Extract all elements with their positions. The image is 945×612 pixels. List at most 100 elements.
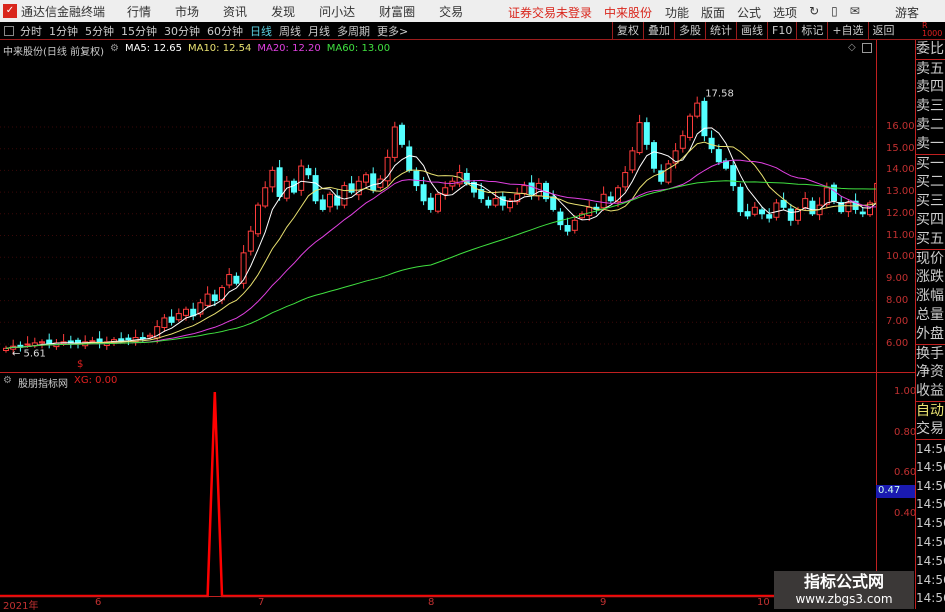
candle-body [701,100,708,137]
menu-banmian[interactable]: 版面 [701,6,726,20]
period-tab[interactable]: 周线 [279,24,301,38]
period-tab[interactable]: 分时 [20,24,42,38]
candle-body [708,137,715,150]
candle-body [874,182,876,203]
user-label[interactable]: 游客 [895,6,920,20]
candle-body [838,202,845,213]
indicator-tick-label: 0.60 [894,467,917,478]
date-tick-label: 7 [258,597,265,608]
indicator-tick-label: 0.40 [894,507,917,519]
price-tick-label: 11.00 [886,229,915,241]
quote-label: 总量 [916,307,944,323]
period-tab[interactable]: 月线 [308,24,330,38]
indicator-settings-icon[interactable]: ⚙ [3,375,12,386]
candle-body [564,225,571,232]
panel-separator[interactable] [0,372,915,373]
candle-body [240,252,247,284]
dollar-marker-icon: $ [77,359,84,370]
period-tab[interactable]: 更多> [377,24,409,38]
candle-body [183,308,189,316]
candle-body [175,313,182,321]
toolbar-button[interactable]: 返回 [867,22,899,40]
candle-body [787,208,794,221]
toolbar-button[interactable]: 复权 [612,22,643,40]
period-tab[interactable]: 15分钟 [121,24,157,38]
app-title: 通达信金融终端 [21,4,106,19]
diamond-icon[interactable]: ◇ [848,42,856,53]
price-tick-label: 13.00 [886,186,915,198]
refresh-icon[interactable]: ↻ [809,4,820,18]
date-tick-label: 9 [600,597,607,608]
ma10-line [5,141,876,349]
candle-body [355,180,362,196]
menu-zixun[interactable]: 资讯 [223,4,248,19]
toolbar-button[interactable]: F10 [767,22,796,40]
menu-xuanxiang[interactable]: 选项 [773,6,798,20]
period-tab[interactable]: 60分钟 [207,24,243,38]
candle-body [557,211,564,226]
quote-label: 14:56 [916,459,945,474]
candle-body [867,202,873,216]
toolbar-button[interactable]: 统计 [705,22,736,40]
candle-body [204,293,211,306]
mail-icon[interactable]: ✉ [849,4,860,18]
candle-body [24,343,31,346]
layout-icon[interactable] [862,43,872,53]
price-tick-label: 16.00 [886,121,915,132]
menu-wenxiaoda[interactable]: 问小达 [319,4,356,19]
period-tab[interactable]: 日线 [250,24,272,38]
candle-body [651,142,657,169]
settings-icon[interactable]: ⚙ [109,43,119,54]
panel-toggle-icon[interactable] [4,25,14,36]
toolbar-button[interactable]: 画线 [736,22,767,40]
chart-title: 中来股份(日线 前复权) [3,47,104,58]
candle-body [262,187,269,207]
axis-divider [876,40,877,609]
candle-body [730,165,737,187]
menu-shichang[interactable]: 市场 [175,4,200,19]
candle-body [622,172,629,188]
quote-label: 卖五 [916,59,945,77]
candle-body [348,183,355,193]
candle-body [845,202,852,213]
indicator-info-line: ⚙ 股朋指标网 XG: 0.00 [3,375,117,390]
toolbar-button[interactable]: 叠加 [643,22,674,40]
candle-body [89,340,96,343]
candle-body [3,347,9,352]
trade-login-notice[interactable]: 证券交易未登录 [508,6,593,20]
phone-icon[interactable]: ▯ [831,4,838,18]
price-tick-label: 8.00 [886,294,909,306]
candlestick-chart[interactable]: 17.58 ← 5.61 [0,40,876,609]
quote-label: 卖三 [916,98,944,114]
toolbar-button[interactable]: 多股 [674,22,705,40]
candle-body [528,182,535,195]
period-tab[interactable]: 5分钟 [85,24,114,38]
toolbar-button[interactable]: +自选 [827,22,867,40]
quote-label: 外盘 [916,326,944,342]
price-tick-label: 14.00 [886,164,915,176]
menu-faxian[interactable]: 发现 [271,4,296,19]
xg-signal-line [0,391,876,598]
period-tab[interactable]: 30分钟 [164,24,200,38]
quote-label: 买五 [916,231,944,247]
indicator-name[interactable]: 股朋指标网 [17,379,68,390]
menu-caifuquan[interactable]: 财富圈 [379,4,416,19]
candle-body [341,185,348,206]
toolbar-button[interactable]: 标记 [796,22,827,40]
candle-body [391,126,398,158]
candle-body [334,195,341,206]
candle-body [859,211,866,215]
menu-gongshi[interactable]: 公式 [737,6,762,20]
period-tab[interactable]: 1分钟 [49,24,78,38]
candle-body [283,180,290,199]
candle-body [442,187,449,195]
menu-jiaoyi[interactable]: 交易 [439,4,464,19]
menu-gongneng[interactable]: 功能 [665,6,690,20]
candle-body [269,169,276,188]
quote-label: 卖四 [916,79,944,95]
menu-hangqing[interactable]: 行情 [127,4,152,19]
candle-body [492,198,499,206]
candle-body [485,199,492,206]
candle-body [384,156,391,182]
period-tab[interactable]: 多周期 [337,24,370,38]
